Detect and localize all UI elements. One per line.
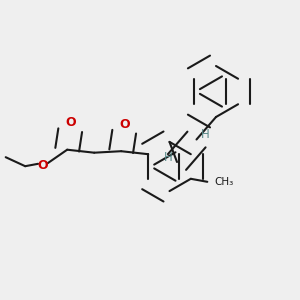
Text: O: O [119,118,130,131]
Text: H: H [201,128,210,142]
Text: O: O [37,159,48,172]
Text: H: H [164,151,172,164]
Text: CH₃: CH₃ [215,177,234,187]
Text: O: O [65,116,76,129]
